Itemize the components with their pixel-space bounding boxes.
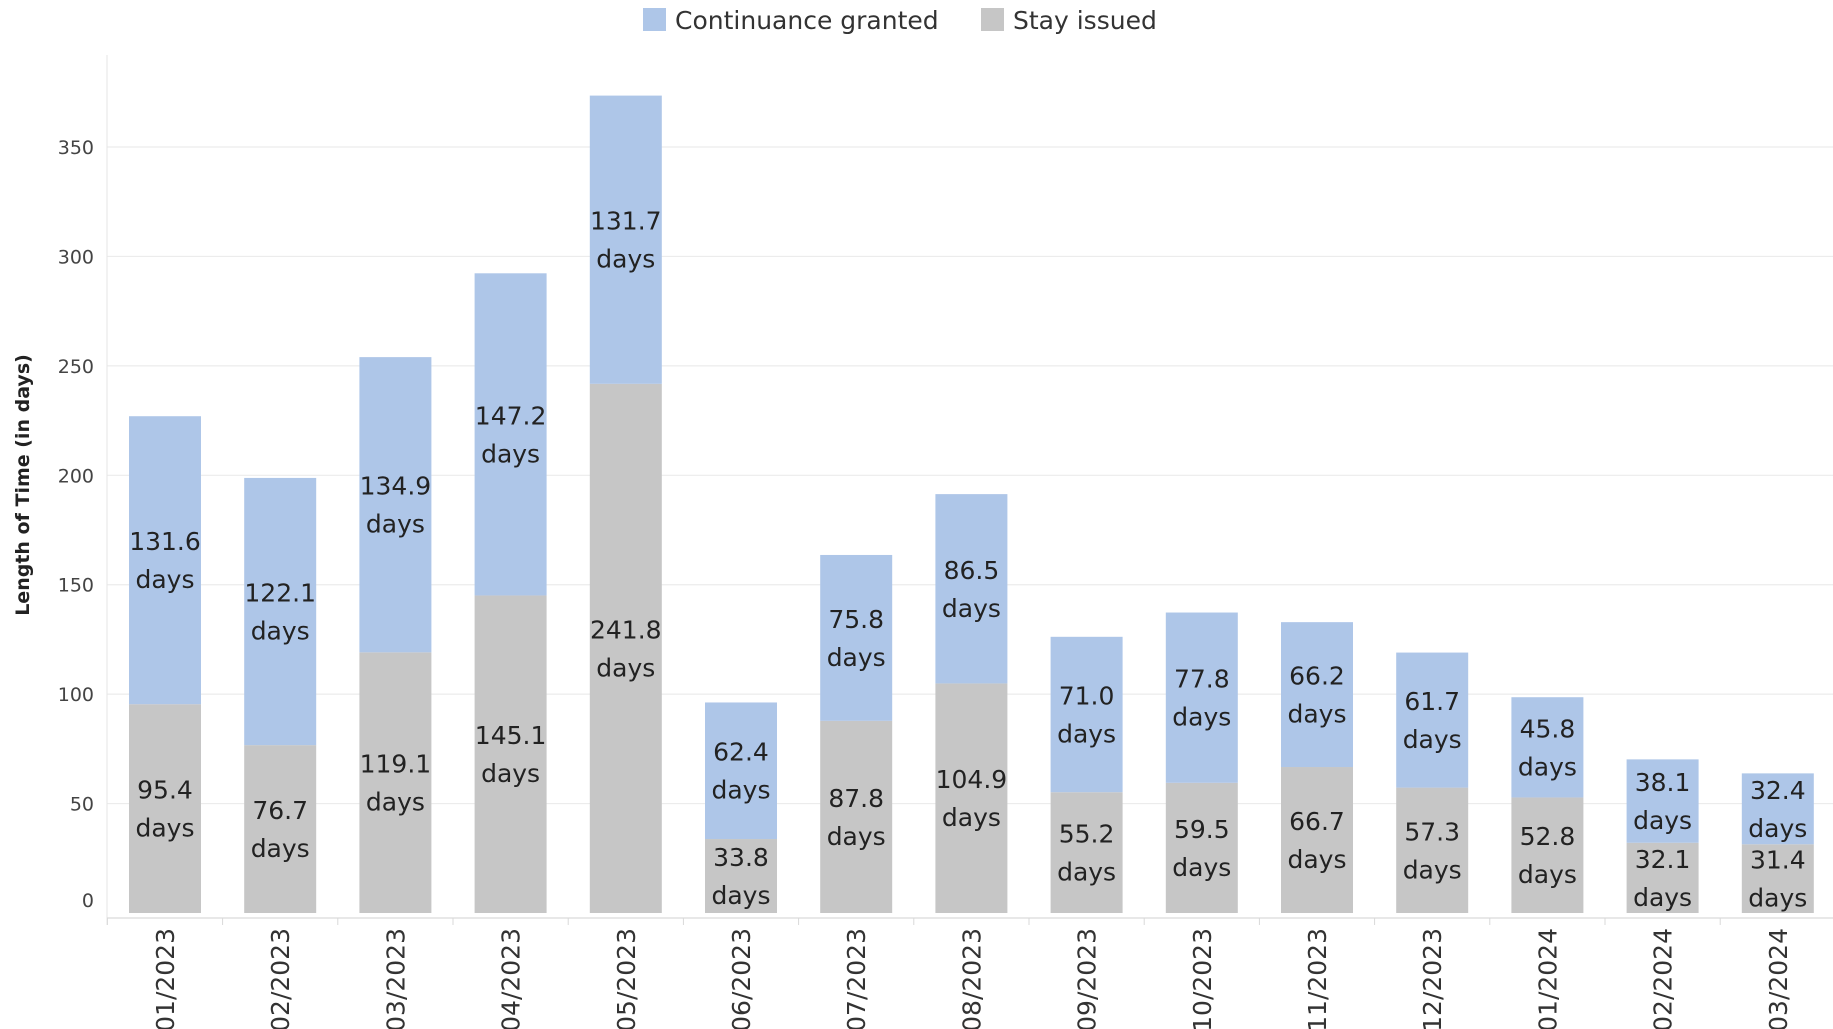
- bar-segment-continuance-granted: [129, 416, 201, 705]
- x-tick-label: 12/2023: [1418, 928, 1447, 1029]
- x-tick-label: 07/2023: [842, 928, 871, 1029]
- data-label-continuance-granted: 32.4 days: [1748, 776, 1807, 843]
- y-tick-label: 200: [58, 465, 94, 487]
- data-label-stay-issued: 32.1 days: [1633, 845, 1692, 912]
- bar-segment-stay-issued: [589, 383, 662, 914]
- bar-labels: 95.4 days 131.6 days 76.7 days 122.1 days 119.1 d…: [129, 207, 1807, 913]
- data-label-stay-issued: 55.2 days: [1057, 820, 1116, 887]
- data-label-stay-issued: 33.8 days: [711, 843, 770, 910]
- bar-segment-stay-issued: [1511, 797, 1584, 913]
- legend: Continuance granted Stay issued: [643, 6, 1157, 35]
- x-tick-label: 03/2024: [1764, 928, 1793, 1029]
- x-tick-label: 11/2023: [1303, 928, 1332, 1029]
- x-tick-label: 01/2024: [1533, 928, 1562, 1029]
- bar-segment-continuance-granted: [1626, 759, 1699, 843]
- bar-segment-stay-issued: [244, 745, 317, 913]
- bar-segment-continuance-granted: [589, 95, 662, 384]
- data-label-continuance-granted: 38.1 days: [1633, 768, 1692, 835]
- y-tick-label: 100: [58, 684, 94, 706]
- data-label-stay-issued: 66.7 days: [1287, 807, 1346, 874]
- bar-segment-stay-issued: [129, 704, 201, 913]
- bar-segment-stay-issued: [359, 652, 432, 913]
- bars: [129, 95, 1814, 914]
- bar-segment-continuance-granted: [935, 494, 1008, 684]
- legend-swatch: [643, 8, 666, 31]
- data-label-continuance-granted: 71.0 days: [1057, 682, 1116, 749]
- bar-segment-stay-issued: [474, 595, 547, 913]
- y-tick-label: 50: [70, 794, 94, 816]
- data-label-continuance-granted: 45.8 days: [1518, 714, 1577, 781]
- legend-label: Continuance granted: [675, 6, 939, 35]
- data-label-stay-issued: 76.7 days: [251, 796, 310, 863]
- bar-segment-stay-issued: [935, 683, 1008, 913]
- bar-segment-continuance-granted: [359, 357, 432, 653]
- bar-segment-stay-issued: [1165, 782, 1238, 913]
- y-tick-label: 350: [58, 137, 94, 159]
- x-tick-label: 02/2023: [266, 928, 295, 1029]
- bar-segment-continuance-granted: [1511, 697, 1584, 798]
- x-tick-label: 03/2023: [381, 928, 410, 1029]
- bar-segment-continuance-granted: [1741, 773, 1814, 845]
- data-label-stay-issued: 241.8 days: [590, 615, 662, 682]
- bar-segment-stay-issued: [1626, 842, 1699, 913]
- bar-segment-continuance-granted: [820, 554, 893, 721]
- bar-segment-continuance-granted: [1396, 652, 1469, 788]
- x-tick-label: 09/2023: [1073, 928, 1102, 1029]
- data-label-stay-issued: 95.4 days: [135, 776, 194, 843]
- y-axis-title: Length of Time (in days): [12, 354, 34, 616]
- x-tick-label: 04/2023: [497, 928, 526, 1029]
- legend-swatch: [981, 8, 1004, 31]
- y-tick-label: 150: [58, 575, 94, 597]
- legend-label: Stay issued: [1013, 6, 1157, 35]
- data-label-stay-issued: 104.9 days: [936, 765, 1008, 832]
- data-label-stay-issued: 52.8 days: [1518, 822, 1577, 889]
- data-label-continuance-granted: 131.7 days: [590, 207, 662, 274]
- bar-segment-continuance-granted: [1281, 622, 1353, 768]
- y-tick-label: 250: [58, 356, 94, 378]
- bar-segment-continuance-granted: [244, 477, 317, 746]
- x-tick-label: 10/2023: [1188, 928, 1217, 1029]
- x-tick-label: 06/2023: [727, 928, 756, 1029]
- bar-segment-stay-issued: [820, 720, 893, 913]
- data-label-continuance-granted: 147.2 days: [475, 401, 547, 468]
- x-tick-label: 08/2023: [957, 928, 986, 1029]
- bar-segment-continuance-granted: [705, 702, 777, 840]
- x-tick-label: 02/2024: [1649, 928, 1678, 1029]
- data-label-continuance-granted: 75.8 days: [827, 605, 886, 672]
- x-tick-label: 01/2023: [151, 928, 180, 1029]
- bar-segment-continuance-granted: [474, 273, 547, 596]
- data-label-continuance-granted: 134.9 days: [360, 472, 432, 539]
- bar-segment-stay-issued: [705, 839, 777, 913]
- data-label-continuance-granted: 122.1 days: [244, 579, 316, 646]
- y-tick-label: 0: [82, 890, 94, 912]
- data-label-continuance-granted: 62.4 days: [711, 738, 770, 805]
- data-label-continuance-granted: 77.8 days: [1172, 665, 1231, 732]
- data-label-stay-issued: 119.1 days: [360, 750, 432, 817]
- axes: Length of Time (in days) 0 50 100 150 200 250…: [12, 55, 1833, 1029]
- data-label-stay-issued: 57.3 days: [1403, 817, 1462, 884]
- data-label-continuance-granted: 61.7 days: [1403, 687, 1462, 754]
- bar-segment-stay-issued: [1396, 787, 1469, 913]
- data-label-continuance-granted: 66.2 days: [1287, 662, 1346, 729]
- bar-segment-stay-issued: [1741, 844, 1814, 913]
- data-label-stay-issued: 59.5 days: [1172, 815, 1231, 882]
- data-label-stay-issued: 31.4 days: [1748, 846, 1807, 913]
- bar-segment-continuance-granted: [1165, 612, 1238, 783]
- x-tick-label: 05/2023: [612, 928, 641, 1029]
- data-label-stay-issued: 87.8 days: [827, 784, 886, 851]
- bar-segment-stay-issued: [1050, 792, 1123, 913]
- data-label-stay-issued: 145.1 days: [475, 721, 547, 788]
- bar-segment-stay-issued: [1281, 767, 1353, 913]
- data-label-continuance-granted: 86.5 days: [942, 556, 1001, 623]
- y-tick-label: 300: [58, 246, 94, 268]
- data-label-continuance-granted: 131.6 days: [129, 527, 201, 594]
- bar-segment-continuance-granted: [1050, 636, 1123, 793]
